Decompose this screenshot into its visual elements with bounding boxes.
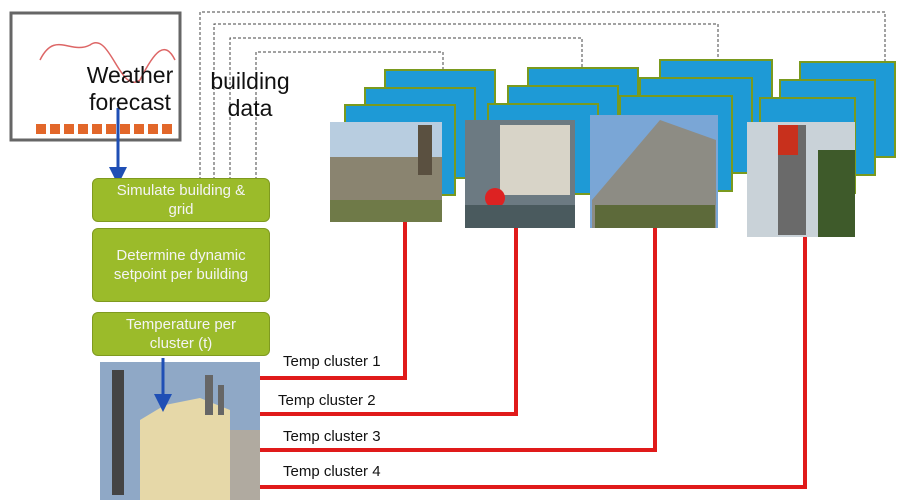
weather-label: Weather forecast: [80, 62, 180, 116]
building-data-label: building data: [200, 68, 300, 122]
building-photos: [330, 115, 855, 237]
step-box: Determine dynamic setpoint per building: [92, 228, 270, 302]
diagram: Weather forecast building data Simulate …: [0, 0, 901, 502]
cluster-label: Temp cluster 3: [283, 428, 381, 445]
cluster-label: Temp cluster 4: [283, 463, 381, 480]
step-box: Temperature per cluster (t): [92, 312, 270, 356]
cluster-label: Temp cluster 2: [278, 392, 376, 409]
step-box: Simulate building & grid: [92, 178, 270, 222]
power-plant-photo: [100, 358, 260, 500]
cluster-label: Temp cluster 1: [283, 353, 381, 370]
